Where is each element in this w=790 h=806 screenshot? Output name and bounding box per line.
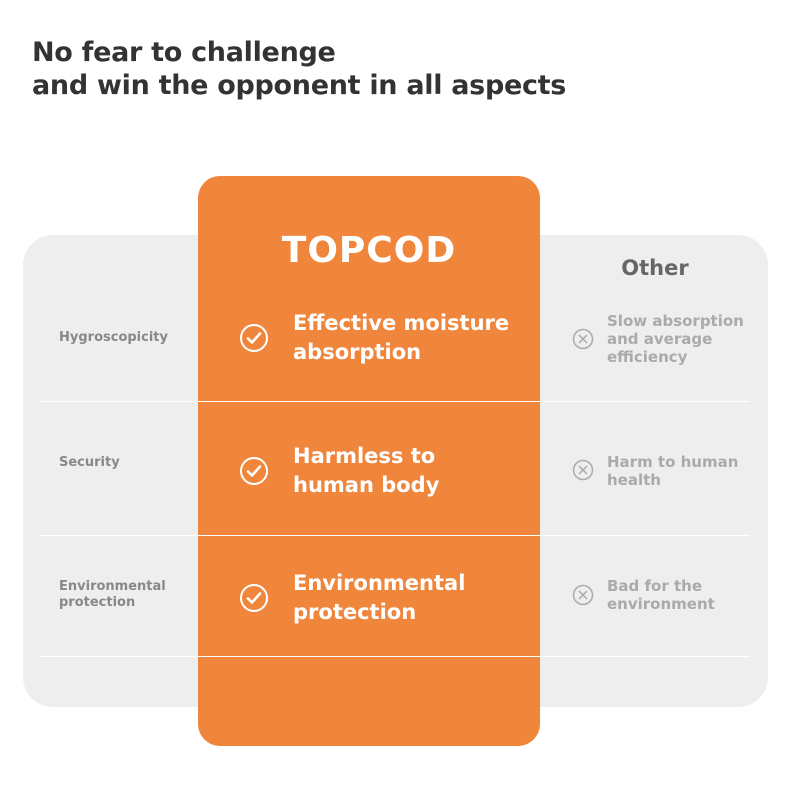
other-header: Other xyxy=(621,256,689,280)
other-text: Harm to human health xyxy=(607,453,739,489)
page-title: No fear to challenge and win the opponen… xyxy=(32,36,566,102)
title-line-2: and win the opponent in all aspects xyxy=(32,70,567,101)
row-divider xyxy=(40,401,750,402)
check-circle-icon xyxy=(240,457,268,485)
check-circle-icon xyxy=(240,584,268,612)
row-label-security: Security xyxy=(59,455,120,470)
brand-column xyxy=(198,176,540,746)
brand-text: Environmental protection xyxy=(293,571,466,624)
other-text: Bad for the environment xyxy=(607,577,715,613)
brand-text: Effective moisture absorption xyxy=(293,311,510,364)
title-line-1: No fear to challenge xyxy=(32,37,336,68)
row-label-hygroscopicity: Hygroscopicity xyxy=(59,330,168,345)
row-divider xyxy=(40,656,750,657)
row-label-environmental: Environmental protection xyxy=(59,579,166,610)
x-circle-icon xyxy=(572,584,594,606)
brand-text: Harmless to human body xyxy=(293,444,440,497)
check-circle-icon xyxy=(240,324,268,352)
x-circle-icon xyxy=(572,459,594,481)
other-text: Slow absorption and average efficiency xyxy=(607,312,744,366)
brand-header: TOPCOD xyxy=(281,230,457,271)
row-divider xyxy=(40,535,750,536)
x-circle-icon xyxy=(572,328,594,350)
